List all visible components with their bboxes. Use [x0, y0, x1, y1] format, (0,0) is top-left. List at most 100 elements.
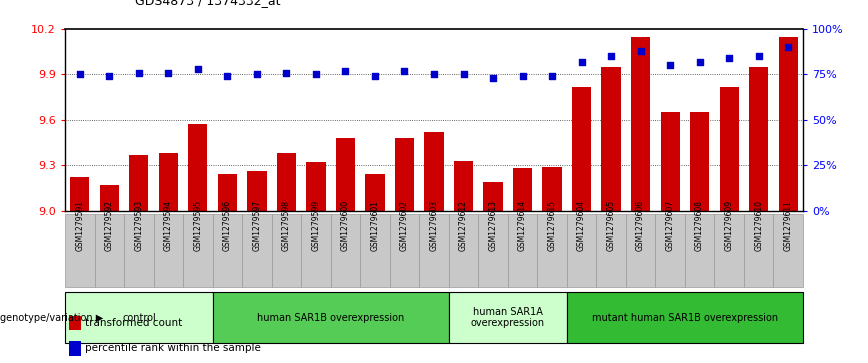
Text: GSM1279598: GSM1279598 [282, 200, 291, 250]
Point [220, 73, 234, 79]
Point [752, 53, 766, 59]
Bar [596, 214, 626, 287]
Bar [478, 214, 508, 287]
Bar [424, 132, 444, 211]
Bar [242, 214, 272, 287]
Text: GSM1279606: GSM1279606 [636, 199, 645, 250]
Bar [247, 171, 266, 211]
Point [398, 68, 411, 74]
Bar [188, 125, 207, 211]
Text: GSM1279597: GSM1279597 [253, 199, 261, 250]
Point [693, 59, 707, 65]
Bar [218, 174, 237, 211]
Bar [360, 214, 390, 287]
Text: GSM1279613: GSM1279613 [489, 200, 497, 250]
Bar [390, 214, 419, 287]
Point [132, 70, 146, 76]
Bar [773, 214, 803, 287]
Bar [454, 161, 473, 211]
Bar [183, 214, 213, 287]
Text: GSM1279614: GSM1279614 [518, 200, 527, 250]
Bar [542, 167, 562, 211]
Bar [744, 214, 773, 287]
Text: GSM1279602: GSM1279602 [400, 200, 409, 250]
Bar [306, 162, 326, 211]
Point [545, 73, 559, 79]
Point [279, 70, 293, 76]
Bar [419, 214, 449, 287]
Bar [65, 214, 95, 287]
Bar [714, 214, 744, 287]
Bar [331, 214, 360, 287]
Bar [95, 214, 124, 287]
Bar [272, 214, 301, 287]
Bar [626, 214, 655, 287]
Bar [124, 214, 154, 287]
Text: GSM1279607: GSM1279607 [666, 199, 674, 250]
FancyBboxPatch shape [65, 292, 213, 343]
Point [309, 72, 323, 77]
Text: GSM1279603: GSM1279603 [430, 199, 438, 250]
Point [250, 72, 264, 77]
Text: GSM1279604: GSM1279604 [577, 199, 586, 250]
Bar [690, 112, 709, 211]
Point [604, 53, 618, 59]
Point [781, 44, 795, 50]
Bar [159, 153, 178, 211]
Bar [301, 214, 331, 287]
Text: GSM1279611: GSM1279611 [784, 200, 792, 250]
Bar [508, 214, 537, 287]
Text: GSM1279599: GSM1279599 [312, 199, 320, 250]
Text: GSM1279595: GSM1279595 [194, 199, 202, 250]
Point [191, 66, 205, 72]
Point [486, 75, 500, 81]
FancyBboxPatch shape [567, 292, 803, 343]
Point [368, 73, 382, 79]
Point [339, 68, 352, 74]
Point [102, 73, 116, 79]
Bar [572, 86, 591, 211]
Bar [154, 214, 183, 287]
Point [73, 72, 87, 77]
Text: transformed count: transformed count [85, 318, 182, 328]
Bar [655, 214, 685, 287]
Bar [277, 153, 296, 211]
Text: genotype/variation ▶: genotype/variation ▶ [0, 313, 103, 323]
Bar [483, 182, 503, 211]
Text: GSM1279596: GSM1279596 [223, 199, 232, 250]
Text: GSM1279615: GSM1279615 [548, 200, 556, 250]
Text: GSM1279600: GSM1279600 [341, 199, 350, 250]
Point [161, 70, 175, 76]
Text: GSM1279593: GSM1279593 [135, 199, 143, 250]
Point [663, 62, 677, 68]
Bar [720, 86, 739, 211]
Point [634, 48, 648, 54]
Bar [213, 214, 242, 287]
Point [457, 72, 470, 77]
Bar [100, 185, 119, 211]
Text: human SAR1B overexpression: human SAR1B overexpression [257, 313, 404, 323]
FancyBboxPatch shape [213, 292, 449, 343]
Bar [661, 112, 680, 211]
Text: human SAR1A
overexpression: human SAR1A overexpression [470, 307, 545, 329]
Bar [602, 67, 621, 211]
Text: GSM1279609: GSM1279609 [725, 199, 733, 250]
Text: control: control [122, 313, 155, 323]
Text: mutant human SAR1B overexpression: mutant human SAR1B overexpression [592, 313, 778, 323]
Text: GSM1279594: GSM1279594 [164, 199, 173, 250]
FancyBboxPatch shape [449, 292, 567, 343]
Bar [365, 174, 385, 211]
Bar [779, 37, 798, 211]
Bar [749, 67, 768, 211]
Text: GSM1279592: GSM1279592 [105, 200, 114, 250]
Bar [685, 214, 714, 287]
Text: percentile rank within the sample: percentile rank within the sample [85, 343, 261, 354]
Bar [395, 138, 414, 211]
Bar [567, 214, 596, 287]
Bar [631, 37, 650, 211]
Point [516, 73, 529, 79]
Point [427, 72, 441, 77]
Text: GDS4873 / 1374332_at: GDS4873 / 1374332_at [135, 0, 280, 7]
Text: GSM1279612: GSM1279612 [459, 200, 468, 250]
Text: GSM1279601: GSM1279601 [371, 200, 379, 250]
